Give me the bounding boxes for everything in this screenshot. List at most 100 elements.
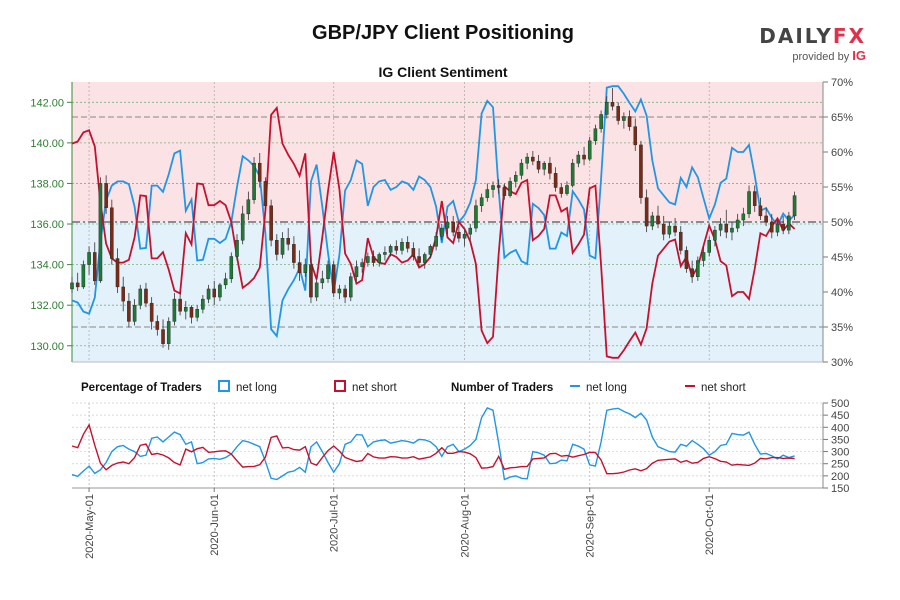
legend-net-long-swatch bbox=[218, 380, 230, 392]
net-long-zone bbox=[72, 222, 823, 362]
net-short-pct-line bbox=[71, 105, 796, 359]
candle-body bbox=[775, 223, 780, 233]
candle-body bbox=[616, 106, 620, 121]
candle-body bbox=[115, 258, 120, 288]
candle-body bbox=[127, 300, 131, 322]
candle-body bbox=[542, 162, 546, 170]
candle-body bbox=[314, 282, 319, 298]
candle-body bbox=[758, 205, 763, 217]
count-tick-label: 250 bbox=[831, 459, 849, 471]
count-tick-label: 450 bbox=[831, 410, 849, 422]
price-tick-label: 130.00 bbox=[30, 341, 64, 353]
count-tick-label: 350 bbox=[831, 434, 849, 446]
candle-body bbox=[223, 278, 228, 286]
candle-body bbox=[519, 162, 524, 176]
candle-body bbox=[195, 309, 199, 318]
candle-body bbox=[656, 215, 660, 225]
pct-tick-label: 35% bbox=[831, 322, 853, 334]
pct-tick-label: 45% bbox=[831, 252, 853, 264]
candle-body bbox=[405, 242, 410, 249]
candle-body bbox=[320, 278, 325, 284]
candle-body bbox=[576, 154, 581, 164]
candle-body bbox=[206, 288, 211, 300]
candle-body bbox=[553, 173, 558, 188]
candle-body bbox=[468, 227, 473, 235]
candle-body bbox=[696, 260, 700, 277]
count-tick-label: 150 bbox=[831, 483, 849, 495]
candle-body bbox=[622, 116, 626, 121]
candle-body bbox=[229, 256, 234, 280]
legend-count-short-label: net short bbox=[701, 382, 747, 394]
candle-body bbox=[218, 284, 222, 298]
candle-body bbox=[582, 154, 586, 160]
candle-body bbox=[639, 144, 643, 198]
candle-body bbox=[257, 162, 262, 182]
candle-body bbox=[275, 240, 279, 255]
candle-body bbox=[701, 252, 706, 261]
candle-body bbox=[309, 264, 313, 298]
candle-body bbox=[741, 213, 746, 221]
candle-body bbox=[235, 240, 239, 257]
candle-body bbox=[525, 156, 529, 164]
candle-body bbox=[360, 262, 364, 267]
candle-body bbox=[633, 126, 638, 146]
candle-body bbox=[371, 256, 376, 263]
candle-body bbox=[474, 205, 478, 229]
candle-body bbox=[747, 191, 751, 215]
date-tick-label: 2020-Jul-01 bbox=[329, 494, 341, 552]
date-tick-label: 2020-May-01 bbox=[84, 494, 96, 559]
candle-body bbox=[104, 183, 108, 208]
candle-body bbox=[366, 256, 370, 263]
candle-body bbox=[508, 181, 512, 196]
candle-body bbox=[462, 233, 467, 239]
candle-body bbox=[411, 248, 416, 257]
candle-body bbox=[531, 156, 535, 162]
candle-body bbox=[679, 231, 683, 251]
candle-body bbox=[593, 128, 598, 142]
candle-body bbox=[132, 304, 137, 322]
pct-tick-label: 55% bbox=[831, 182, 853, 194]
legend-count-long-label: net long bbox=[586, 382, 627, 394]
candle-body bbox=[87, 252, 91, 265]
candle-body bbox=[161, 329, 165, 344]
candle-body bbox=[627, 116, 632, 127]
candle-body bbox=[514, 175, 518, 182]
candle-body bbox=[240, 213, 245, 241]
candle-body bbox=[570, 162, 575, 186]
price-tick-label: 138.00 bbox=[30, 178, 64, 190]
candle-body bbox=[337, 288, 342, 294]
candle-body bbox=[764, 215, 768, 223]
candle-body bbox=[599, 114, 603, 129]
candle-body bbox=[548, 162, 552, 174]
candle-body bbox=[343, 288, 347, 298]
candle-body bbox=[212, 288, 216, 298]
price-tick-label: 140.00 bbox=[30, 138, 64, 150]
candle-body bbox=[730, 227, 734, 233]
candle-body bbox=[263, 181, 268, 206]
date-axis: 2020-May-01 2020-Jun-01 2020-Jul-01 2020-Au… bbox=[84, 488, 716, 559]
candle-body bbox=[166, 321, 171, 344]
net-long-count-line bbox=[71, 407, 795, 481]
candle-body bbox=[445, 221, 450, 229]
candle-body bbox=[303, 264, 308, 273]
candle-body bbox=[502, 187, 507, 196]
candle-body bbox=[752, 191, 757, 206]
candle-body bbox=[417, 256, 421, 263]
brand-wordmark: DAILYFX bbox=[759, 24, 866, 48]
candle-body bbox=[252, 162, 256, 200]
candle-body bbox=[724, 223, 729, 233]
candle-body bbox=[605, 102, 609, 115]
candle-body bbox=[422, 254, 427, 263]
price-tick-label: 134.00 bbox=[30, 260, 64, 272]
candle-body bbox=[684, 250, 689, 269]
candle-body bbox=[781, 223, 785, 231]
legend-net-short-swatch bbox=[334, 380, 346, 392]
candle-body bbox=[792, 195, 797, 217]
candle-body bbox=[770, 221, 774, 233]
legend-net-short-label: net short bbox=[352, 382, 398, 394]
candle-body bbox=[650, 215, 655, 227]
count-tick-label: 500 bbox=[831, 398, 849, 410]
candle-body bbox=[388, 246, 393, 253]
candle-body bbox=[491, 185, 495, 190]
candle-body bbox=[394, 246, 399, 251]
